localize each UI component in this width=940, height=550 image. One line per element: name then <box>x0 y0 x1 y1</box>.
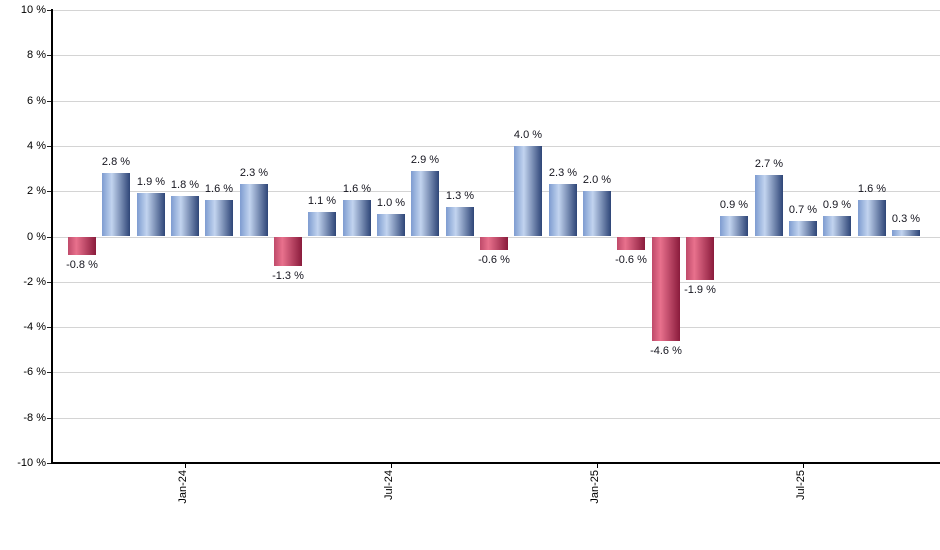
y-axis-tick <box>47 10 51 11</box>
y-axis-tick-label: 10 % <box>20 4 46 16</box>
gridline <box>53 55 940 57</box>
bar-value-label: 1.1 % <box>307 194 337 207</box>
bar[interactable] <box>823 216 851 237</box>
x-axis-tick <box>390 463 392 468</box>
bar[interactable] <box>892 229 920 237</box>
y-axis-tick-label: -2 % <box>23 275 46 288</box>
bar[interactable] <box>240 184 268 237</box>
y-axis-tick <box>47 145 51 147</box>
bar-value-label: 1.8 % <box>170 178 200 191</box>
y-axis-tick-label: 8 % <box>27 49 46 62</box>
y-axis-tick-label: 4 % <box>27 139 46 152</box>
y-axis-line <box>51 9 53 464</box>
y-axis-tick <box>47 417 51 419</box>
gridline <box>53 417 940 419</box>
bar-value-label: 1.3 % <box>445 190 475 203</box>
bar[interactable] <box>205 200 233 237</box>
gridline <box>53 191 940 193</box>
bar-value-label: 0.3 % <box>891 212 921 225</box>
bar[interactable] <box>377 213 405 237</box>
bar[interactable] <box>411 170 439 237</box>
bar-value-label: 0.7 % <box>788 203 818 216</box>
bar-value-label: 2.0 % <box>582 174 612 187</box>
x-axis-tick-label: Jan-24 <box>176 470 189 504</box>
x-axis-tick-label: Jul-25 <box>794 470 807 500</box>
bar-value-label: 4.0 % <box>513 128 543 141</box>
gridline <box>53 100 940 102</box>
gridline <box>53 327 940 329</box>
bar[interactable] <box>171 195 199 237</box>
bar-value-label: -0.8 % <box>66 258 98 271</box>
bar[interactable] <box>102 173 130 237</box>
y-axis-tick-label: 2 % <box>27 185 46 198</box>
bar[interactable] <box>446 207 474 237</box>
gridline <box>53 145 940 147</box>
y-axis-tick <box>47 55 51 57</box>
y-axis-tick-label: -4 % <box>23 321 46 334</box>
bar[interactable] <box>652 236 680 341</box>
y-axis-tick <box>47 236 51 238</box>
bar-value-label: 2.9 % <box>410 153 440 166</box>
bar-value-label: 1.6 % <box>204 183 234 196</box>
bar-value-label: 1.6 % <box>342 183 372 196</box>
bar[interactable] <box>308 211 336 237</box>
x-axis-tick <box>596 463 598 468</box>
bar[interactable] <box>720 216 748 237</box>
bar[interactable] <box>617 236 645 251</box>
bar[interactable] <box>137 193 165 237</box>
gridline <box>53 372 940 374</box>
y-axis-tick-label: -10 % <box>17 457 46 469</box>
bar-value-label: -1.9 % <box>684 283 716 296</box>
y-axis-tick <box>47 100 51 102</box>
bar[interactable] <box>858 200 886 237</box>
x-axis-tick-label: Jul-24 <box>382 470 395 500</box>
bar[interactable] <box>789 220 817 237</box>
x-axis-tick <box>184 463 186 468</box>
bar-value-label: 2.8 % <box>101 156 131 169</box>
bar[interactable] <box>583 191 611 237</box>
y-axis-tick-label: -8 % <box>23 411 46 424</box>
bar-value-label: -1.3 % <box>272 269 304 282</box>
bar-value-label: 2.3 % <box>239 167 269 180</box>
bar-value-label: 0.9 % <box>822 199 852 212</box>
bar-value-label: 1.9 % <box>136 176 166 189</box>
y-axis-tick <box>47 281 51 283</box>
x-axis-tick <box>802 463 804 468</box>
bar-value-label: 1.6 % <box>857 183 887 196</box>
y-axis-tick <box>47 191 51 193</box>
y-axis-tick-label: -6 % <box>23 366 46 379</box>
y-axis-tick-label: 0 % <box>27 230 46 243</box>
gridline <box>53 281 940 283</box>
y-axis-tick-label: 6 % <box>27 94 46 107</box>
bar-value-label: 2.3 % <box>548 167 578 180</box>
bar[interactable] <box>514 145 542 237</box>
bar[interactable] <box>274 236 302 266</box>
bar-value-label: -0.6 % <box>615 254 647 267</box>
y-axis-tick <box>47 463 51 464</box>
bar-value-label: -0.6 % <box>478 254 510 267</box>
bar[interactable] <box>686 236 714 280</box>
gridline <box>53 10 940 11</box>
bar-value-label: -4.6 % <box>650 344 682 357</box>
x-axis-line <box>51 462 940 464</box>
bar-value-label: 1.0 % <box>376 196 406 209</box>
bar-value-label: 0.9 % <box>719 199 749 212</box>
bar[interactable] <box>343 200 371 237</box>
bar-value-label: 2.7 % <box>754 158 784 171</box>
y-axis-tick <box>47 372 51 374</box>
bar[interactable] <box>480 236 508 251</box>
bar[interactable] <box>755 175 783 237</box>
y-axis-tick <box>47 327 51 329</box>
x-axis-tick-label: Jan-25 <box>588 470 601 504</box>
bar[interactable] <box>549 184 577 237</box>
bar[interactable] <box>68 236 96 255</box>
